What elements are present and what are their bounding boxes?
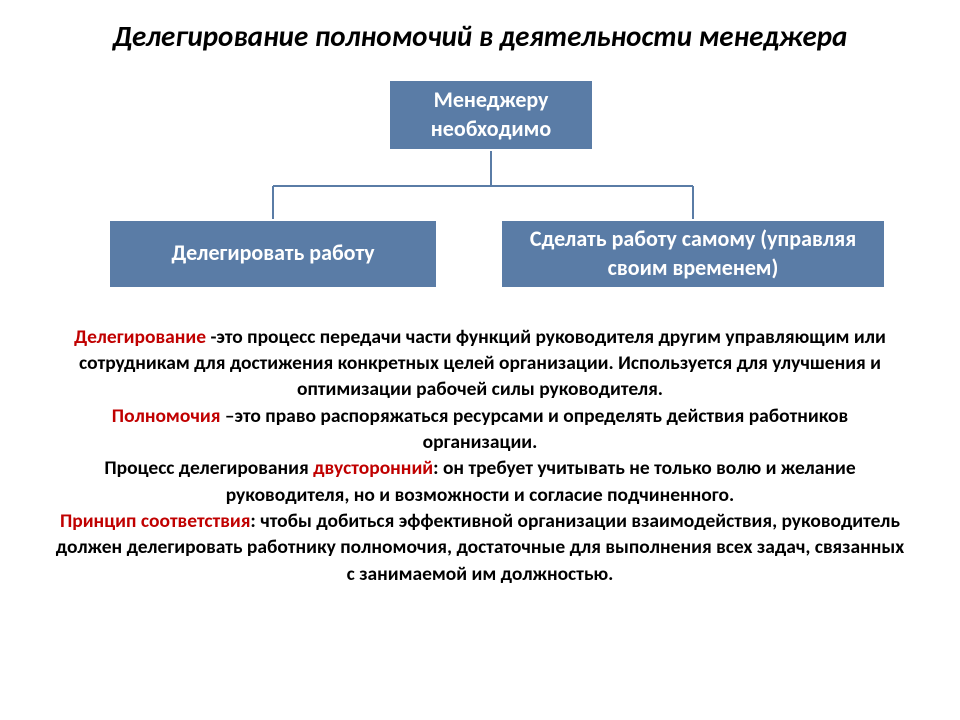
definition-correspondence: Принцип соответствия: чтобы добиться эфф… [55,508,905,587]
term-authority: Полномочия [112,404,221,428]
page-title: Делегирование полномочий в деятельности … [0,0,960,64]
diagram-container: Менеджеру необходимо Делегировать работу… [0,64,960,314]
box-left: Делегировать работу [108,219,438,289]
definitions-block: Делегирование -это процесс передачи част… [0,314,960,587]
term-bilateral: двусторонний [313,456,433,480]
definition-delegation: Делегирование -это процесс передачи част… [55,324,905,403]
definition-authority: Полномочия –это право распоряжаться ресу… [55,403,905,456]
box-top: Менеджеру необходимо [388,79,594,151]
def-bilateral-pre: Процесс делегирования [104,456,313,480]
term-correspondence: Принцип соответствия [60,509,250,533]
definition-bilateral: Процесс делегирования двусторонний: он т… [55,455,905,508]
def-authority-text: –это право распоряжаться ресурсами и опр… [220,404,848,454]
term-delegation: Делегирование [74,325,206,349]
box-right: Сделать работу самому (управляя своим вр… [500,219,886,289]
